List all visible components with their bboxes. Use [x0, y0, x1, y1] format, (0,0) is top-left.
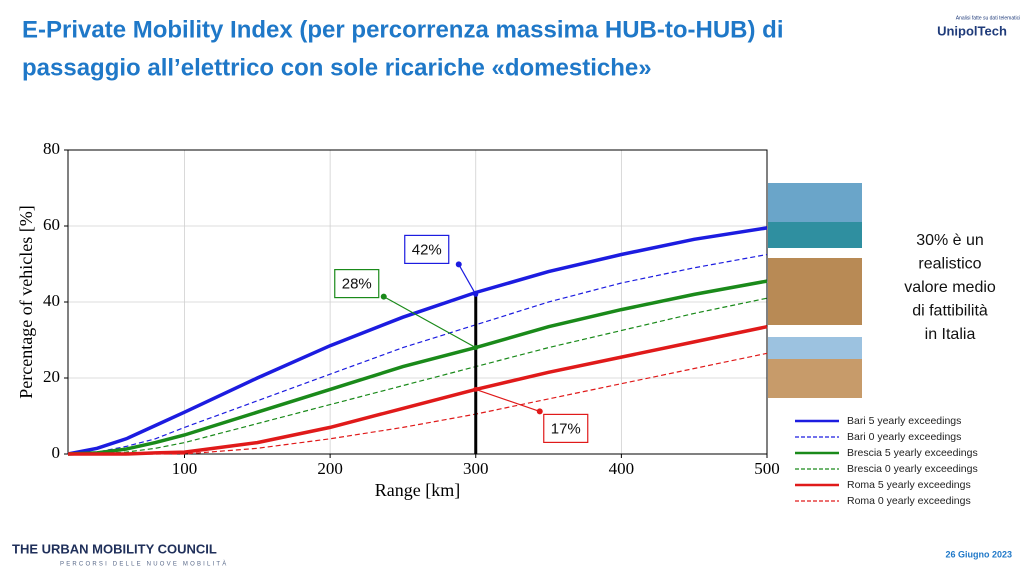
series-line [67, 253, 768, 455]
legend-label: Brescia 0 yearly exceedings [847, 463, 978, 475]
callout-line [475, 388, 540, 412]
annotation-point [473, 345, 479, 351]
x-tick-label: 200 [317, 459, 343, 478]
series-line [68, 352, 768, 455]
y-axis-label: Percentage of vehicles [%] [16, 205, 36, 398]
callout-dot [455, 261, 462, 268]
header: E-Private Mobility Index (per percorrenz… [22, 15, 1020, 81]
legend-label: Bari 5 yearly exceedings [847, 415, 961, 427]
annotation-point [473, 291, 479, 297]
tagline: PERCORSI DELLE NUOVE MOBILITÀ [60, 561, 229, 568]
callout-line [458, 264, 477, 295]
callout-box [543, 413, 589, 443]
callout-line [383, 296, 477, 349]
callout-dot [536, 408, 543, 415]
legend-label: Roma 5 yearly exceedings [847, 479, 971, 491]
note-line: 30% è un [916, 232, 984, 249]
annotation-point [473, 386, 479, 392]
callout-box [404, 234, 450, 264]
legend-label: Brescia 5 yearly exceedings [847, 447, 978, 459]
logo: UnipolTech [937, 23, 1007, 38]
slide-title: passaggio all’elettrico con sole ricaric… [22, 54, 652, 81]
slide-title: E-Private Mobility Index (per percorrenz… [22, 16, 783, 43]
organization: THE URBAN MOBILITY COUNCIL [12, 541, 217, 556]
footer: THE URBAN MOBILITY COUNCIL PERCORSI DELL… [12, 541, 1012, 567]
date: 26 Giugno 2023 [945, 549, 1012, 559]
y-tick-label: 40 [43, 291, 60, 310]
y-tick-label: 20 [43, 367, 60, 386]
note-line: in Italia [925, 326, 976, 343]
series-line [67, 279, 768, 456]
note-line: di fattibilità [912, 303, 988, 320]
y-tick-label: 80 [43, 139, 60, 158]
photo [768, 258, 862, 325]
logo-caption: Analisi fatte su dati telematici [956, 15, 1020, 21]
note-line: valore medio [904, 279, 996, 296]
callout-dot [380, 293, 387, 300]
note-line: realistico [918, 256, 981, 273]
y-tick-label: 0 [52, 443, 61, 462]
x-tick-label: 100 [172, 459, 198, 478]
x-tick-label: 500 [754, 459, 780, 478]
plot-frame [67, 149, 768, 455]
photo [768, 222, 862, 248]
x-axis-label: Range [km] [375, 480, 460, 500]
legend-label: Bari 0 yearly exceedings [847, 431, 961, 443]
callout-label: 28% [342, 276, 372, 293]
series-line [67, 226, 768, 456]
callout-label: 42% [412, 241, 442, 258]
callout-box [334, 269, 380, 299]
photo [768, 337, 862, 359]
legend-box [791, 409, 991, 507]
x-tick-label: 400 [609, 459, 635, 478]
note: 30% è un realistico valore medio di fattibi… [904, 232, 996, 343]
y-tick-label: 60 [43, 215, 60, 234]
callout-label: 17% [551, 420, 581, 437]
x-tick-label: 300 [463, 459, 489, 478]
photos [768, 183, 862, 398]
legend-label: Roma 0 yearly exceedings [847, 495, 971, 507]
series-line [68, 297, 768, 455]
